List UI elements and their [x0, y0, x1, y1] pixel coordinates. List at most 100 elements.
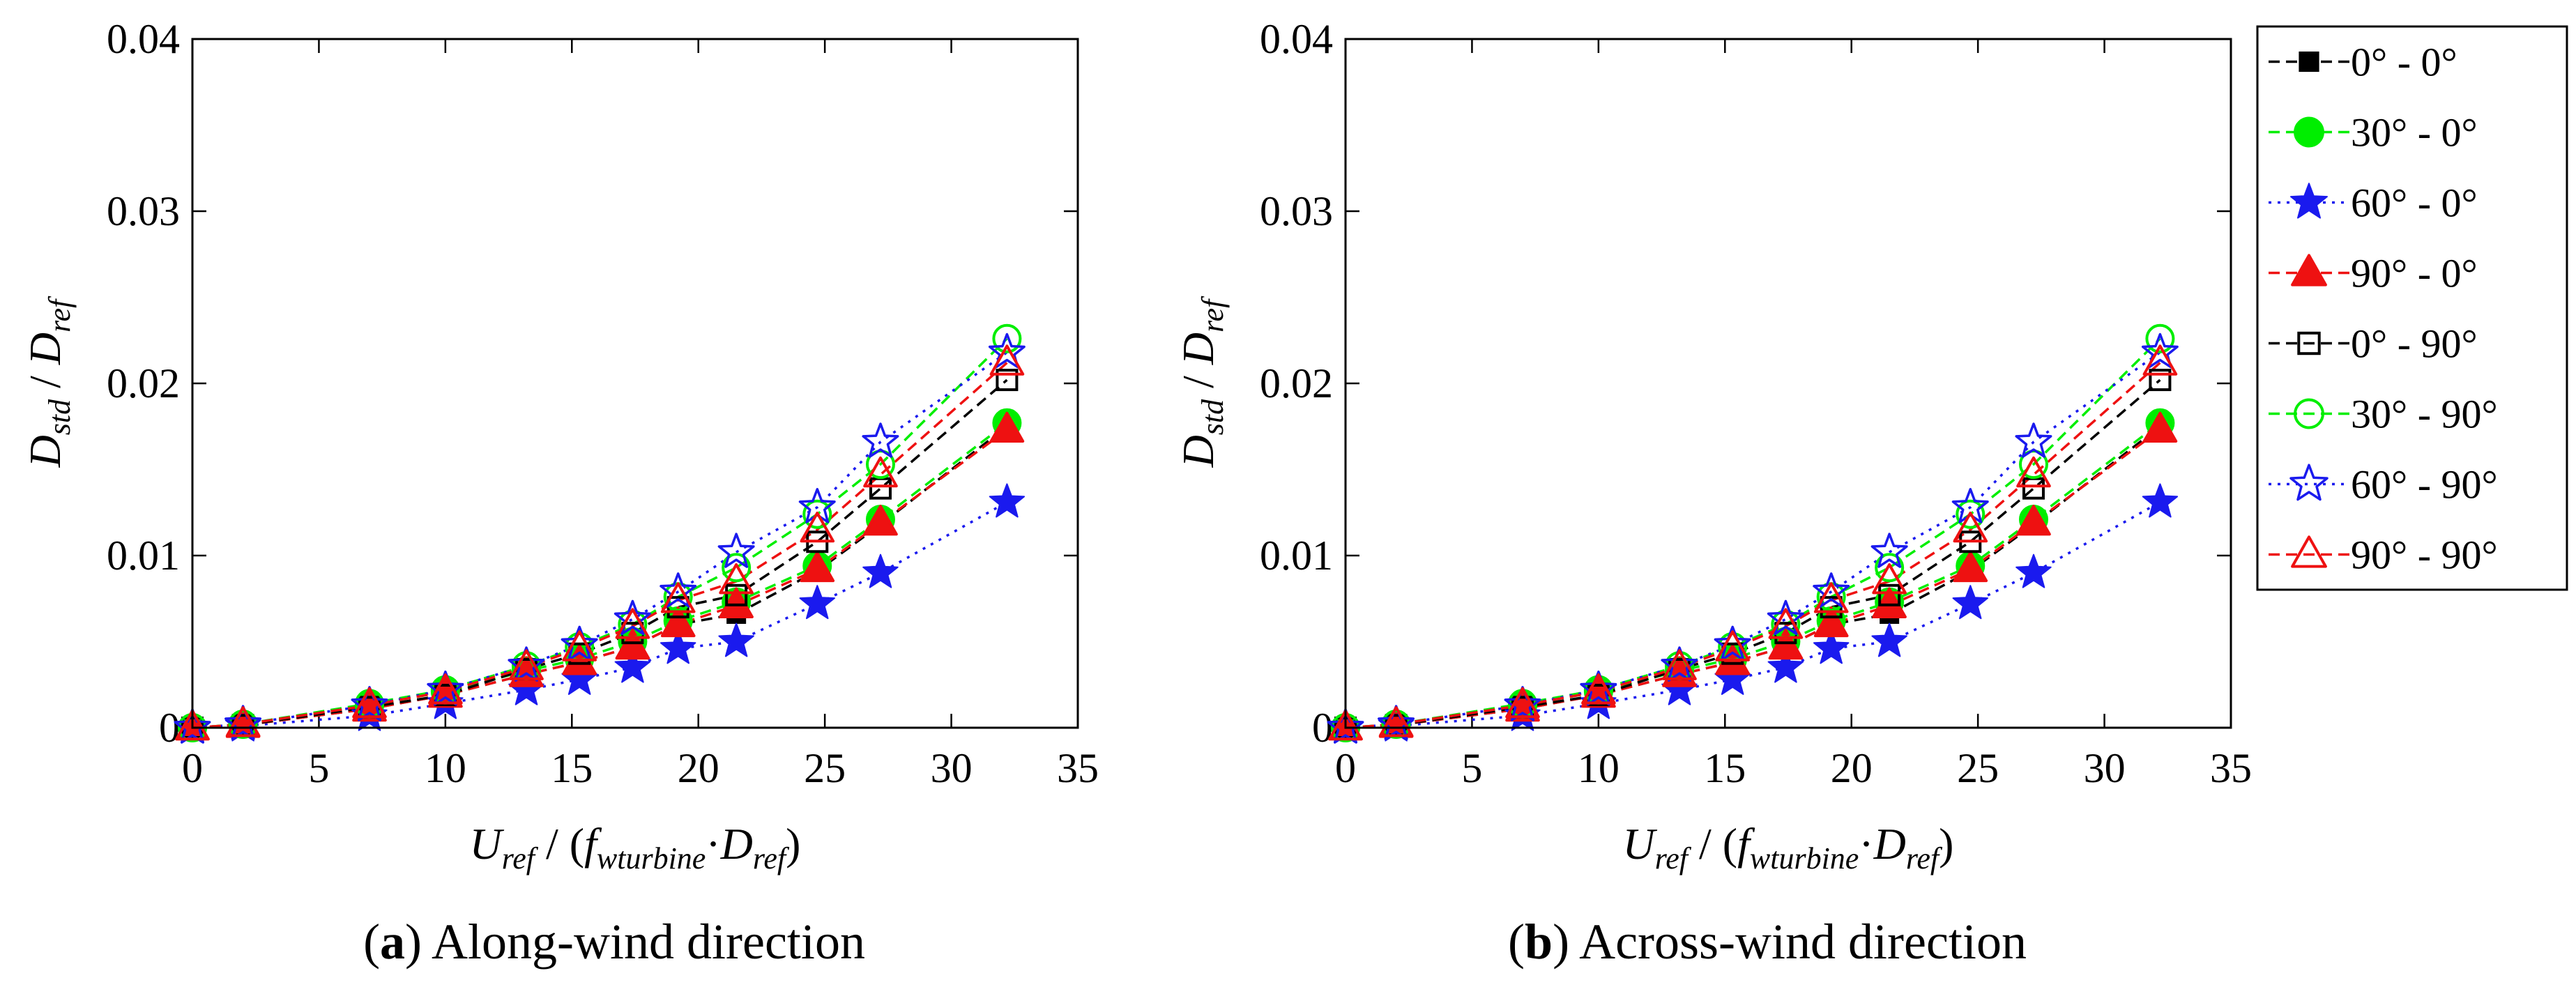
data-point	[1875, 553, 1905, 583]
data-point	[614, 648, 651, 683]
data-point	[719, 563, 754, 595]
y-axis-label: Dstd / Dref	[20, 296, 77, 468]
data-point	[1714, 625, 1751, 662]
data-point	[228, 710, 258, 740]
data-point	[225, 706, 261, 737]
data-point	[1813, 572, 1850, 608]
legend-label: 30° - 90°	[2351, 392, 2498, 437]
x-tick-label: 5	[1461, 745, 1482, 791]
data-point	[719, 587, 754, 618]
plot-frame	[191, 38, 1079, 729]
data-point	[224, 705, 262, 740]
data-point	[1813, 606, 1849, 638]
data-point	[802, 499, 832, 529]
data-point	[1813, 582, 1849, 613]
x-tick-label: 30	[2084, 745, 2126, 791]
legend-label: 90° - 0°	[2351, 251, 2478, 296]
data-point	[1581, 673, 1616, 705]
y-tick-label: 0.03	[1260, 188, 1333, 234]
data-point	[660, 606, 696, 638]
data-point	[1952, 585, 1988, 620]
y-tick-label: 0.01	[1260, 533, 1333, 579]
data-point	[989, 483, 1026, 518]
data-point	[660, 582, 696, 613]
x-tick-label: 0	[1335, 745, 1356, 791]
series-line	[1345, 379, 2161, 729]
data-point	[508, 646, 545, 682]
y-tick-label: 0.04	[1260, 16, 1333, 62]
data-point	[509, 649, 544, 680]
plot-frame	[1344, 38, 2232, 729]
data-point	[1872, 563, 1907, 595]
data-point	[1505, 687, 1540, 719]
data-point	[725, 583, 748, 606]
data-point	[2016, 456, 2051, 488]
x-axis-label: Uref / (fwturbine·Dref)	[1623, 819, 1954, 876]
data-point	[1870, 533, 1908, 568]
data-point	[1715, 630, 1750, 662]
legend-marker	[2291, 535, 2327, 568]
data-point	[862, 553, 899, 588]
legend-marker	[2299, 51, 2319, 72]
chart-panel-b: 0 5 10 15 20 25 30 35 0 0.01 0.02 0.03 0.04 Uref / (f…	[1173, 16, 2252, 970]
series-line	[192, 379, 1008, 729]
data-point	[800, 512, 835, 543]
data-point	[613, 599, 651, 636]
data-point	[174, 708, 211, 744]
data-point	[1661, 646, 1698, 682]
data-point	[1381, 710, 1411, 740]
data-point	[996, 369, 1019, 392]
data-point	[1327, 708, 1364, 744]
data-point	[2142, 411, 2178, 443]
data-point	[2016, 505, 2051, 536]
y-tick-label: 0.02	[1260, 360, 1333, 406]
x-tick-label: 10	[1578, 745, 1619, 791]
data-point	[863, 456, 898, 488]
series-line	[192, 351, 1008, 729]
legend-label: 0° - 0°	[2351, 40, 2457, 85]
x-tick-label: 35	[2210, 745, 2252, 791]
x-tick-label: 15	[551, 745, 593, 791]
panel-caption: (a) Along-wind direction	[363, 914, 865, 970]
data-point	[989, 411, 1025, 443]
y-tick-label: 0	[159, 705, 180, 751]
data-point	[1328, 710, 1363, 741]
data-point	[351, 686, 388, 721]
data-point	[1871, 622, 1907, 657]
legend-marker	[2289, 464, 2329, 501]
y-tick-label: 0.03	[107, 188, 180, 234]
panel-caption: (b) Across-wind direction	[1508, 914, 2027, 970]
data-point	[1768, 608, 1804, 639]
data-point	[562, 630, 597, 662]
data-point	[428, 673, 463, 705]
data-point	[1504, 686, 1541, 721]
x-tick-label: 25	[804, 745, 846, 791]
x-tick-label: 15	[1704, 745, 1746, 791]
legend-marker	[2290, 183, 2328, 219]
data-point	[1956, 499, 1986, 529]
data-point	[175, 710, 210, 741]
legend-marker	[2291, 254, 2327, 286]
data-point	[660, 572, 697, 608]
series-line	[192, 362, 1008, 729]
y-tick-label: 0.04	[107, 16, 180, 62]
data-point	[800, 551, 835, 583]
x-axis-label: Uref / (fwturbine·Dref)	[470, 819, 801, 876]
data-point	[2142, 344, 2178, 376]
series-line	[1345, 351, 2161, 729]
data-point	[1953, 551, 1988, 583]
data-point	[1580, 670, 1617, 706]
y-tick-label: 0	[1312, 705, 1333, 751]
data-point	[352, 687, 387, 719]
data-point	[615, 608, 650, 639]
data-point	[1767, 599, 1804, 636]
x-tick-label: 20	[678, 745, 719, 791]
x-tick-label: 25	[1957, 745, 1999, 791]
data-point	[660, 629, 696, 664]
x-tick-label: 35	[1057, 745, 1099, 791]
data-point	[1378, 706, 1414, 737]
legend-label: 30° - 0°	[2351, 110, 2478, 155]
legend-label: 60° - 0°	[2351, 181, 2478, 226]
y-tick-label: 0.01	[107, 533, 180, 579]
